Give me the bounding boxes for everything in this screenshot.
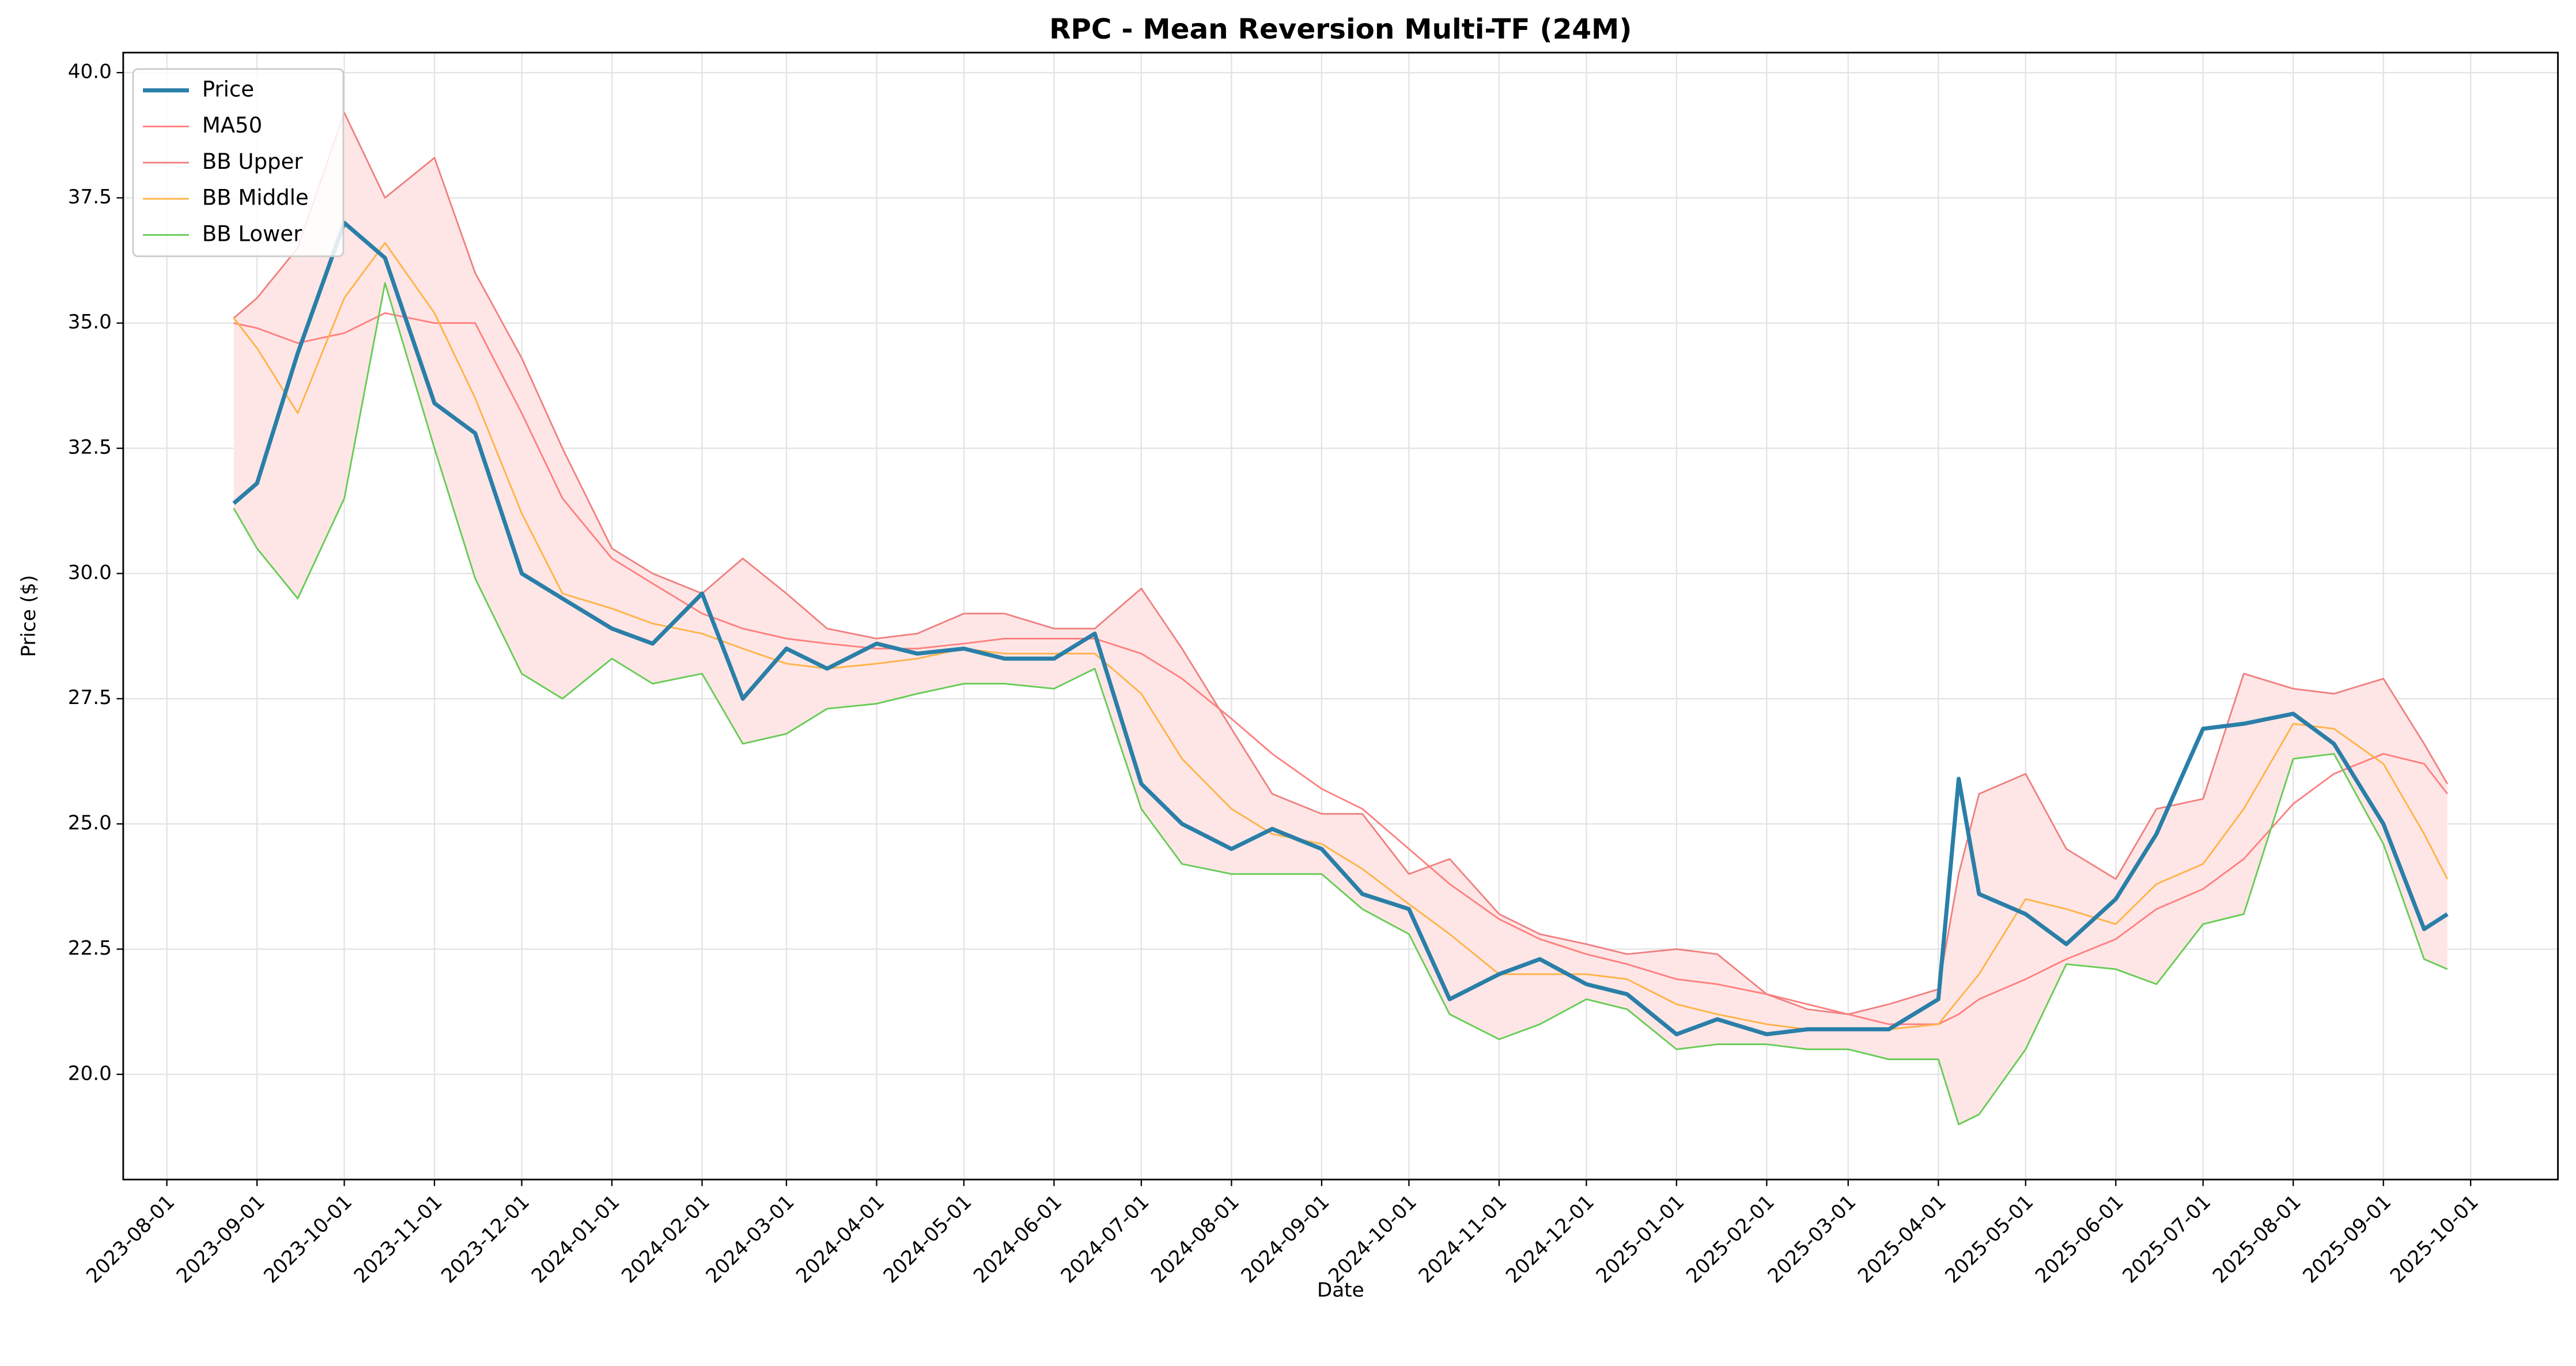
x-axis-label: Date	[1317, 1279, 1364, 1302]
y-tick-label: 40.0	[68, 60, 112, 84]
y-tick-label: 25.0	[68, 812, 112, 835]
y-tick-label: 37.5	[68, 186, 112, 209]
plot-frame	[122, 51, 2559, 1180]
y-axis-label: Price ($)	[17, 575, 40, 657]
y-tick-label: 30.0	[68, 561, 112, 584]
chart-title: RPC - Mean Reversion Multi-TF (24M)	[1049, 13, 1632, 46]
y-tick-label: 32.5	[68, 436, 112, 459]
legend: Price MA50 BB Upper BB Middle BB Lower	[132, 68, 345, 258]
y-tick-label: 22.5	[68, 937, 112, 960]
legend-label: Price	[202, 77, 254, 101]
legend-label: MA50	[202, 113, 262, 138]
legend-box	[132, 68, 345, 258]
legend-label: BB Middle	[202, 186, 309, 210]
legend-label: BB Upper	[202, 149, 304, 174]
series-line	[233, 312, 2448, 1026]
series-line	[233, 242, 2449, 1030]
legend-label: BB Lower	[202, 221, 302, 246]
series-line	[233, 282, 2448, 1126]
y-tick-label: 20.0	[68, 1062, 112, 1085]
series-line	[232, 221, 2449, 1036]
series-line	[233, 112, 2449, 1015]
y-tick-label: 35.0	[68, 311, 112, 334]
y-tick-label: 27.5	[68, 686, 112, 709]
